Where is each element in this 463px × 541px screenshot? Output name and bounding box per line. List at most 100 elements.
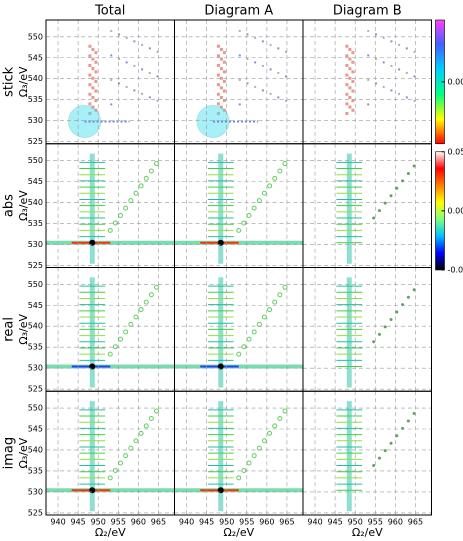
decor-contour xyxy=(412,288,416,292)
decor-contour xyxy=(251,453,257,459)
decor-contour xyxy=(395,434,399,438)
y-tick-label: 540 xyxy=(28,445,43,454)
decor-core xyxy=(89,487,96,494)
decor-stick xyxy=(238,103,241,106)
decor-contour xyxy=(154,408,160,414)
decor-contour xyxy=(267,183,273,189)
decor-contour xyxy=(261,190,267,196)
decor-stick xyxy=(348,95,352,99)
decor-stick xyxy=(269,68,272,71)
decor-contour xyxy=(128,198,134,204)
decor-stick xyxy=(374,82,377,85)
decor-stick xyxy=(110,54,113,57)
decor-stick xyxy=(345,102,349,106)
decor-stick xyxy=(374,33,377,36)
decor-stick xyxy=(91,86,95,90)
decor-contour xyxy=(377,332,381,336)
decor-contour xyxy=(143,299,149,305)
decor-contour xyxy=(267,307,273,313)
decor-contour xyxy=(401,303,405,307)
decor-stick xyxy=(91,67,95,71)
decor-contour xyxy=(282,284,288,290)
decor-contour xyxy=(133,438,139,444)
decor-stick xyxy=(351,79,355,83)
x-tick-label: 945 xyxy=(199,518,214,527)
decor-stick xyxy=(351,89,355,93)
decor-stick xyxy=(345,83,349,87)
decor-contour xyxy=(267,430,273,436)
column-title: Total xyxy=(94,4,125,19)
decor-contour xyxy=(251,205,257,211)
decor-stick xyxy=(345,54,349,58)
decor-stick xyxy=(382,61,385,64)
y-tick-label: 550 xyxy=(28,280,43,289)
decor-contour xyxy=(383,449,387,453)
colorbar-tick-label: 0.00 xyxy=(448,206,463,215)
decor-contour xyxy=(383,325,387,329)
decor-stick xyxy=(367,29,370,32)
decor-contour xyxy=(118,460,124,466)
decor-stick xyxy=(348,47,352,51)
decor-stick xyxy=(348,57,352,61)
decor-contour xyxy=(277,168,283,174)
decor-contour xyxy=(138,307,144,313)
y-tick-label: 525 xyxy=(28,385,43,394)
decor-contour xyxy=(261,314,267,320)
decor-contour xyxy=(246,336,252,342)
decor-stick xyxy=(285,75,288,78)
decor-contour xyxy=(383,201,387,205)
decor-stick xyxy=(238,78,241,81)
decor-stick xyxy=(351,108,355,112)
decor-contour xyxy=(251,329,257,335)
decor-contour xyxy=(236,227,242,233)
y-tick-label: 545 xyxy=(28,301,43,310)
decor-stick xyxy=(133,89,136,92)
decor-stick xyxy=(345,111,349,115)
decor-stick xyxy=(261,64,264,67)
decor-stick xyxy=(413,75,416,78)
y-tick-label: 550 xyxy=(28,156,43,165)
decor-stick xyxy=(156,99,159,102)
decor-stick xyxy=(88,63,92,67)
decor-stick xyxy=(110,29,113,32)
row-label: real xyxy=(2,317,17,342)
y-tick-label: 530 xyxy=(28,116,43,125)
decor-stick xyxy=(125,36,128,39)
decor-core xyxy=(217,363,224,370)
decor-stick xyxy=(133,40,136,43)
decor-stick xyxy=(117,82,120,85)
decor-stick xyxy=(222,89,226,93)
column-title: Diagram A xyxy=(204,4,273,19)
decor-stick xyxy=(348,105,352,109)
decor-stick xyxy=(277,71,280,74)
decor-stick xyxy=(94,99,98,103)
decor-stick xyxy=(222,51,226,55)
panel-frame xyxy=(302,267,432,392)
decor-stick xyxy=(216,102,220,106)
decor-stick xyxy=(246,33,249,36)
decor-contour xyxy=(107,351,113,357)
decor-contour xyxy=(377,209,381,213)
decor-contour xyxy=(236,351,242,357)
decor-stick xyxy=(398,43,401,46)
decor-stick xyxy=(216,63,220,67)
y-axis-label: Ω₃/eV xyxy=(17,66,30,97)
decor-stick xyxy=(261,40,264,43)
decor-stick xyxy=(117,33,120,36)
decor-stick xyxy=(94,60,98,64)
decor-stick xyxy=(219,67,223,71)
x-tick-label: 965 xyxy=(279,518,294,527)
x-tick-label: 960 xyxy=(388,518,403,527)
decor-stick xyxy=(88,54,92,58)
y-tick-label: 525 xyxy=(28,508,43,517)
decor-stick xyxy=(141,68,144,71)
y-tick-label: 530 xyxy=(28,487,43,496)
decor-contour xyxy=(118,336,124,342)
decor-stick xyxy=(345,63,349,67)
decor-stick xyxy=(390,40,393,43)
decor-stick xyxy=(405,47,408,50)
decor-contour xyxy=(256,198,262,204)
decor-contour xyxy=(389,441,393,445)
decor-stick xyxy=(345,73,349,77)
decor-contour xyxy=(277,292,283,298)
